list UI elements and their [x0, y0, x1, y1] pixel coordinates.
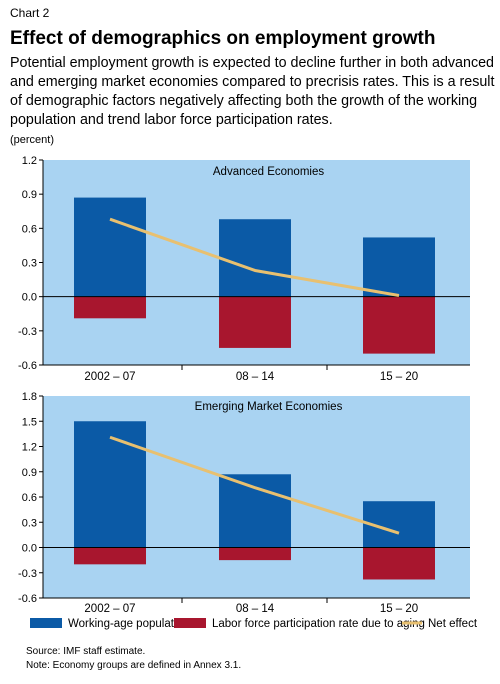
net-effect-line: [109, 435, 400, 535]
y-tick-label: 0.9: [22, 189, 37, 201]
y-tick-label: -0.3: [18, 568, 37, 580]
x-tick-label: 08 – 14: [236, 603, 275, 615]
net-effect-line: [109, 217, 400, 298]
x-tick-label: 08 – 14: [236, 371, 275, 383]
chart-subtitle: Potential employment growth is expected …: [10, 55, 495, 128]
advanced-economies-panel: Advanced Economies 1.2 0.9 0.6 0.3 0.0 -0.3 -0.…: [18, 155, 470, 383]
legend-swatch-participation: [174, 618, 206, 628]
x-tick-label: 2002 – 07: [84, 371, 135, 383]
bar-participation: [219, 547, 291, 561]
footnote: Note: Economy groups are defined in Anne…: [26, 660, 242, 671]
bar-participation: [74, 296, 146, 319]
y-tick-label: 1.8: [22, 391, 37, 403]
bar-participation: [363, 547, 435, 580]
x-tick-label: 15 – 20: [380, 603, 418, 615]
bar-participation: [219, 296, 291, 348]
bar-working-age: [74, 197, 146, 297]
panel-title: Emerging Market Economies: [195, 401, 343, 413]
bar-working-age: [363, 237, 435, 297]
y-tick-label: 0.3: [22, 517, 37, 529]
bar-working-age: [219, 474, 291, 548]
y-tick-label: 0.0: [22, 543, 37, 555]
y-tick-label: 0.6: [22, 223, 37, 235]
bar-working-age: [74, 421, 146, 548]
legend-swatch-working-age: [30, 618, 62, 628]
panel-title: Advanced Economies: [213, 166, 324, 178]
source-note: Source: IMF staff estimate.: [26, 646, 146, 657]
y-tick-label: 0.3: [22, 258, 37, 270]
bar-participation: [74, 547, 146, 565]
x-tick-label: 15 – 20: [380, 371, 418, 383]
y-tick-label: -0.6: [18, 593, 37, 605]
legend-label-working-age: Working-age population: [68, 618, 189, 630]
chart-title: Effect of demographics on employment gro…: [10, 28, 436, 49]
y-tick-label: 0.9: [22, 467, 37, 479]
y-tick-label: -0.6: [18, 360, 37, 372]
legend-label-net-effect: Net effect: [428, 618, 478, 630]
bar-participation: [363, 296, 435, 354]
y-tick-label: 1.2: [22, 155, 37, 167]
emerging-economies-panel: Emerging Market Economies 1.8 1.5 1.2 0.9 0.6…: [18, 391, 470, 615]
y-tick-label: 1.2: [22, 442, 37, 454]
bar-working-age: [219, 219, 291, 297]
y-tick-label: 0.0: [22, 292, 37, 304]
y-tick-label: 1.5: [22, 416, 37, 428]
chart-kicker: Chart 2: [10, 6, 50, 20]
x-tick-label: 2002 – 07: [84, 603, 135, 615]
unit-label: (percent): [10, 134, 55, 146]
y-tick-label: 0.6: [22, 492, 37, 504]
legend: Working-age population Labor force parti…: [30, 618, 478, 630]
legend-label-participation: Labor force participation rate due to ag…: [212, 618, 425, 630]
y-tick-label: -0.3: [18, 326, 37, 338]
